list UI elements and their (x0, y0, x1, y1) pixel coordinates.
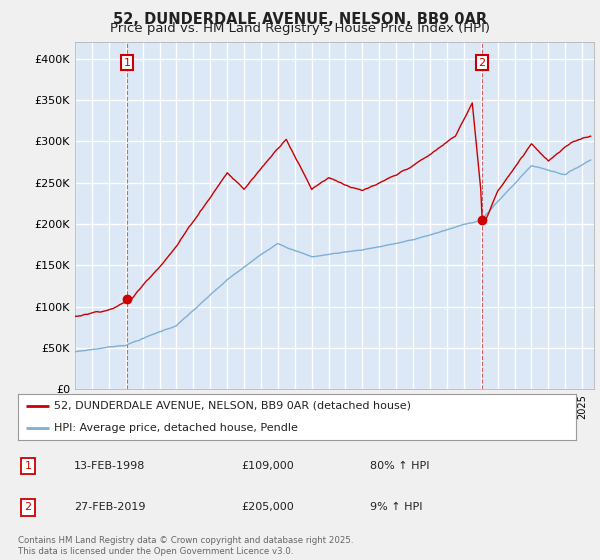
Text: HPI: Average price, detached house, Pendle: HPI: Average price, detached house, Pend… (54, 423, 298, 433)
Text: 27-FEB-2019: 27-FEB-2019 (74, 502, 145, 512)
Text: 2: 2 (479, 58, 486, 68)
Text: 52, DUNDERDALE AVENUE, NELSON, BB9 0AR (detached house): 52, DUNDERDALE AVENUE, NELSON, BB9 0AR (… (54, 400, 411, 410)
Text: 9% ↑ HPI: 9% ↑ HPI (370, 502, 422, 512)
Text: Price paid vs. HM Land Registry's House Price Index (HPI): Price paid vs. HM Land Registry's House … (110, 22, 490, 35)
Text: 13-FEB-1998: 13-FEB-1998 (74, 461, 145, 471)
Text: 1: 1 (25, 461, 32, 471)
Text: 2: 2 (25, 502, 32, 512)
Text: Contains HM Land Registry data © Crown copyright and database right 2025.
This d: Contains HM Land Registry data © Crown c… (18, 536, 353, 556)
Text: 1: 1 (124, 58, 131, 68)
Text: £109,000: £109,000 (241, 461, 294, 471)
Text: £205,000: £205,000 (241, 502, 294, 512)
Text: 80% ↑ HPI: 80% ↑ HPI (370, 461, 429, 471)
Text: 52, DUNDERDALE AVENUE, NELSON, BB9 0AR: 52, DUNDERDALE AVENUE, NELSON, BB9 0AR (113, 12, 487, 27)
